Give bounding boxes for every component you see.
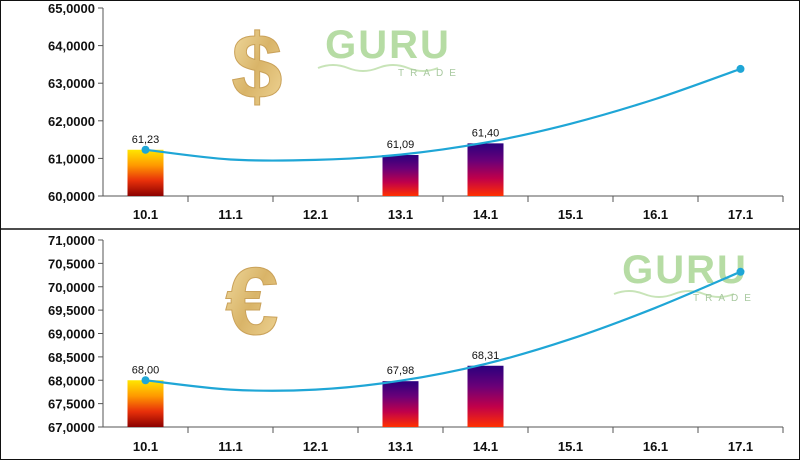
x-tick-label: 17.1 — [728, 439, 753, 454]
y-tick-label: 71,0000 — [48, 233, 95, 248]
data-label: 61,23 — [132, 134, 160, 146]
dollar-symbol: $ — [231, 16, 282, 118]
data-label: 68,31 — [472, 350, 500, 362]
bar — [467, 143, 504, 196]
y-tick-label: 64,0000 — [48, 39, 95, 54]
bar — [382, 381, 419, 427]
x-tick-label: 12.1 — [303, 439, 328, 454]
guru-trade-watermark: GURU TRADE — [613, 248, 757, 304]
x-tick-label: 15.1 — [558, 207, 583, 222]
trend-marker — [141, 145, 150, 154]
bar — [382, 155, 419, 196]
x-tick-label: 16.1 — [643, 207, 668, 222]
x-tick-label: 11.1 — [218, 207, 243, 222]
y-tick-label: 67,5000 — [48, 397, 95, 412]
trend-line — [145, 67, 741, 162]
y-tick-label: 68,5000 — [48, 350, 95, 365]
usd-chart-panel: $ GURU TRADE 60,0000 61,0000 62,0000 63,000… — [48, 1, 784, 222]
y-tick-label: 70,0000 — [48, 280, 95, 295]
x-tick-label: 10.1 — [133, 207, 158, 222]
watermark-wave — [613, 290, 735, 298]
watermark-brand: GURU — [622, 248, 748, 292]
data-label: 67,98 — [387, 365, 415, 377]
x-tick-label: 10.1 — [133, 439, 158, 454]
data-label: 68,00 — [132, 364, 160, 376]
watermark-brand: GURU — [325, 23, 451, 67]
eur-chart-panel: € GURU TRADE 67,0000 67,5000 68,0000 68,500… — [48, 233, 784, 454]
watermark-sub: TRADE — [693, 293, 757, 304]
y-tick-label: 65,0000 — [48, 1, 95, 16]
y-tick-label: 60,0000 — [48, 189, 95, 204]
bar — [127, 149, 164, 196]
x-tick-label: 13.1 — [388, 439, 413, 454]
x-tick-label: 11.1 — [218, 439, 243, 454]
guru-trade-watermark: GURU TRADE — [317, 23, 462, 79]
y-tick-label: 69,5000 — [48, 303, 95, 318]
x-tick-label: 14.1 — [473, 439, 498, 454]
x-tick-label: 17.1 — [728, 207, 753, 222]
x-tick-label: 16.1 — [643, 439, 668, 454]
x-tick-label: 15.1 — [558, 439, 583, 454]
trend-line — [145, 270, 741, 392]
y-tick-label: 68,0000 — [48, 373, 95, 388]
x-tick-label: 12.1 — [303, 207, 328, 222]
y-tick-label: 70,5000 — [48, 256, 95, 271]
data-label: 61,09 — [387, 139, 415, 151]
bar — [127, 380, 164, 427]
x-tick-label: 14.1 — [473, 207, 498, 222]
y-tick-label: 69,0000 — [48, 327, 95, 342]
x-tick-label: 13.1 — [388, 207, 413, 222]
y-tick-label: 63,0000 — [48, 76, 95, 91]
y-tick-label: 62,0000 — [48, 114, 95, 129]
bar — [467, 365, 504, 427]
trend-marker — [736, 267, 745, 276]
watermark-sub: TRADE — [398, 68, 462, 79]
watermark-wave — [317, 64, 439, 72]
y-tick-label: 67,0000 — [48, 420, 95, 435]
y-tick-label: 61,0000 — [48, 151, 95, 166]
trend-marker — [736, 64, 745, 73]
data-label: 61,40 — [472, 127, 500, 139]
euro-symbol: € — [225, 248, 278, 355]
trend-marker — [141, 376, 150, 385]
